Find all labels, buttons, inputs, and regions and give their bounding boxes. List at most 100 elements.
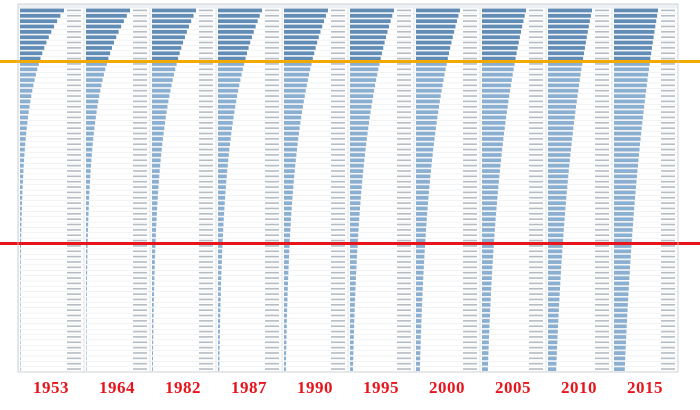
bar-1987-rank-59	[218, 319, 221, 323]
value-cell-2005-rank-39	[529, 213, 543, 215]
bar-2000-rank-35	[416, 190, 429, 195]
value-cell-2005-rank-11	[529, 63, 543, 65]
bar-2015-rank-68	[614, 367, 625, 371]
value-cell-1995-rank-53	[397, 287, 411, 290]
bar-2000-rank-15	[416, 83, 443, 88]
value-cell-1953-rank-60	[67, 325, 81, 328]
bar-2005-rank-4	[482, 24, 523, 29]
value-cell-1995-rank-32	[397, 175, 411, 178]
bar-1987-rank-45	[218, 244, 223, 248]
value-cell-1982-rank-45	[199, 245, 213, 247]
value-cell-2010-rank-52	[595, 282, 609, 285]
bar-1964-rank-14	[86, 78, 103, 82]
bar-1990-rank-61	[284, 329, 287, 334]
bar-2005-rank-7	[482, 40, 519, 45]
value-cell-1987-rank-24	[265, 132, 279, 135]
value-cell-1987-rank-27	[265, 148, 279, 151]
bar-1987-rank-25	[218, 137, 231, 141]
bar-2015-rank-19	[614, 104, 645, 109]
bar-1995-rank-8	[350, 46, 384, 50]
bar-1953-rank-12	[20, 67, 38, 72]
bar-2015-rank-59	[614, 319, 628, 323]
value-cell-2005-rank-58	[529, 314, 543, 317]
value-cell-1953-rank-8	[67, 47, 81, 49]
value-cell-1953-rank-38	[67, 207, 81, 210]
bar-1987-rank-47	[218, 254, 223, 259]
bar-1953-rank-18	[20, 99, 31, 104]
bar-1990-rank-66	[284, 356, 287, 361]
value-cell-2010-rank-34	[595, 186, 609, 188]
value-cell-1964-rank-3	[133, 20, 147, 22]
bar-2005-rank-25	[482, 137, 504, 141]
value-cell-1990-rank-7	[331, 41, 345, 44]
value-cell-1953-rank-43	[67, 234, 81, 237]
value-cell-2010-rank-21	[595, 116, 609, 119]
value-cell-1964-rank-65	[133, 352, 147, 354]
bar-1995-rank-63	[350, 340, 354, 345]
bar-2015-rank-63	[614, 340, 626, 345]
value-cell-2000-rank-13	[463, 73, 477, 76]
bar-1995-rank-43	[350, 233, 359, 238]
value-cell-1995-rank-42	[397, 229, 411, 231]
value-cell-2015-rank-17	[661, 95, 675, 97]
bar-2015-rank-13	[614, 72, 649, 77]
bar-2015-rank-29	[614, 158, 639, 163]
value-cell-1987-rank-56	[265, 304, 279, 306]
value-cell-1995-rank-30	[397, 164, 411, 167]
value-cell-2000-rank-41	[463, 223, 477, 226]
bar-1990-rank-47	[284, 254, 290, 259]
value-cell-1987-rank-35	[265, 191, 279, 194]
bar-1987-rank-12	[218, 67, 243, 72]
value-cell-1982-rank-4	[199, 25, 213, 28]
value-cell-1964-rank-26	[133, 143, 147, 146]
bar-1987-rank-24	[218, 131, 232, 136]
bar-2015-rank-26	[614, 142, 641, 147]
value-cell-1953-rank-10	[67, 57, 81, 60]
bar-2000-rank-8	[416, 46, 451, 50]
bar-1987-rank-41	[218, 222, 224, 227]
value-cell-2000-rank-29	[463, 159, 477, 162]
value-cell-2005-rank-1	[529, 9, 543, 12]
value-cell-2005-rank-3	[529, 20, 543, 22]
bar-1953-rank-1	[20, 8, 64, 13]
value-cell-2005-rank-14	[529, 79, 543, 81]
bar-2005-rank-1	[482, 8, 526, 13]
bar-2010-rank-33	[548, 179, 568, 184]
bar-2005-rank-43	[482, 233, 495, 238]
value-cell-1982-rank-22	[199, 122, 213, 124]
bar-2015-rank-34	[614, 185, 637, 189]
value-cell-1982-rank-41	[199, 223, 213, 226]
value-cell-1964-rank-40	[133, 218, 147, 220]
value-cell-1964-rank-60	[133, 325, 147, 328]
bar-1987-rank-63	[218, 340, 220, 345]
bar-2005-rank-54	[482, 292, 491, 297]
bar-1953-rank-42	[20, 228, 22, 232]
value-cell-1990-rank-13	[331, 73, 345, 76]
bar-1964-rank-48	[86, 260, 88, 264]
bar-1995-rank-20	[350, 110, 371, 115]
bar-2005-rank-66	[482, 356, 489, 361]
value-cell-1987-rank-55	[265, 298, 279, 301]
value-cell-1953-rank-64	[67, 346, 81, 349]
value-cell-1990-rank-15	[331, 84, 345, 87]
value-cell-1964-rank-13	[133, 73, 147, 76]
value-cell-1995-rank-25	[397, 138, 411, 140]
bar-1990-rank-30	[284, 163, 296, 168]
value-cell-1982-rank-49	[199, 266, 213, 269]
bar-1990-rank-36	[284, 195, 293, 200]
value-cell-2000-rank-64	[463, 346, 477, 349]
bar-2000-rank-10	[416, 56, 448, 61]
value-cell-2015-rank-53	[661, 287, 675, 290]
bar-1982-rank-68	[152, 367, 153, 371]
value-cell-2015-rank-15	[661, 84, 675, 87]
value-cell-2010-rank-16	[595, 89, 609, 92]
value-cell-2015-rank-16	[661, 89, 675, 92]
panel-header-1990	[283, 4, 347, 8]
value-cell-1953-rank-49	[67, 266, 81, 269]
bar-1990-rank-51	[284, 276, 289, 280]
value-cell-1987-rank-68	[265, 368, 279, 370]
bar-1953-rank-39	[20, 212, 22, 216]
bar-1990-rank-42	[284, 228, 291, 232]
bar-1964-rank-31	[86, 169, 91, 173]
value-cell-2005-rank-67	[529, 362, 543, 365]
